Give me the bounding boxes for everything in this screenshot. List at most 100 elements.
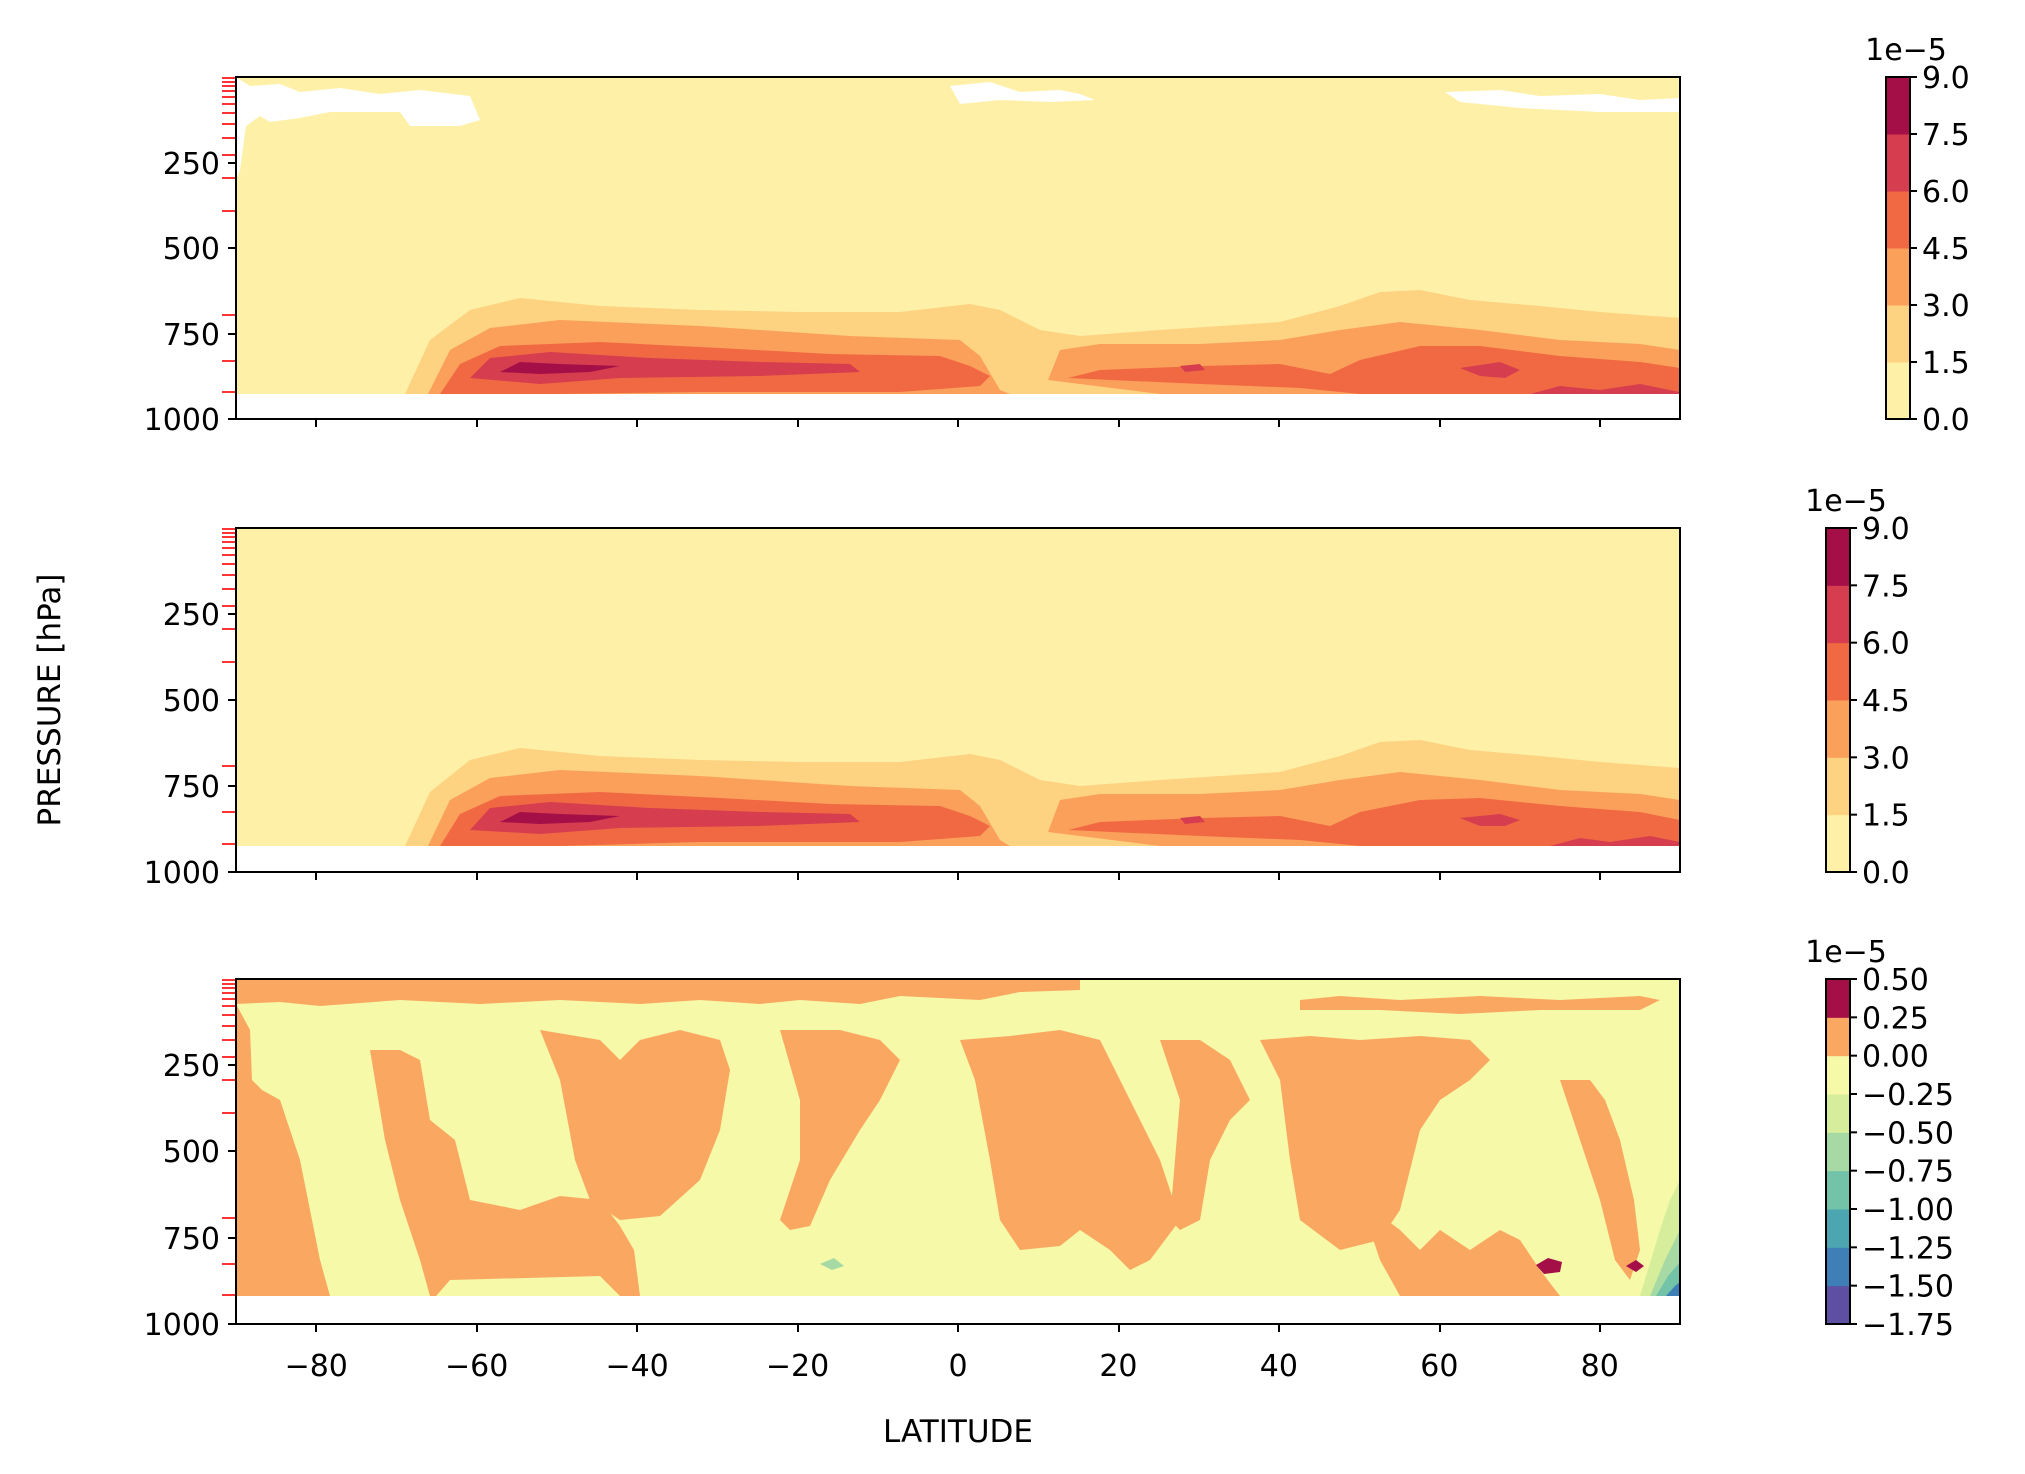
- x-axis-label: LATITUDE: [883, 1414, 1033, 1450]
- colorbar-swatch: [1886, 305, 1910, 363]
- panel-2-ytick-labels: 250 500 750 1000: [144, 598, 220, 891]
- colorbar-tick-label: 0.50: [1862, 963, 1929, 998]
- panel-2: 250 500 750 1000: [144, 527, 1681, 891]
- panel-1-level-4b: [1460, 362, 1520, 378]
- colorbar-tick-label: −0.50: [1862, 1116, 1954, 1151]
- panel-3-xtick-labels: −80 −60 −40 −20 0 20 40 60 80: [285, 1349, 1619, 1384]
- colorbar-swatch: [1826, 1285, 1850, 1325]
- panel-1-top-white-gap-3: [1445, 90, 1680, 112]
- panel-3-positive-band: [236, 979, 1080, 1006]
- colorbar-swatch: [1826, 1094, 1850, 1133]
- panel-3-positive-band: [960, 1030, 1180, 1270]
- panel-2-ytick-label: 1000: [144, 856, 220, 891]
- colorbar-swatch: [1886, 191, 1910, 249]
- panel-3-ytick-label: 500: [163, 1135, 220, 1170]
- colorbar-tick-label: 0.00: [1862, 1040, 1929, 1075]
- panel-2-level-ticks: [222, 528, 236, 845]
- x-tick-label: 60: [1420, 1349, 1458, 1384]
- colorbar-multiplier: 1e−5: [1865, 33, 1947, 68]
- panel-2-ytick-label: 750: [163, 770, 220, 805]
- colorbar-swatch: [1826, 1209, 1850, 1248]
- panel-3-negative-corner: [1666, 1282, 1680, 1296]
- x-tick-label: 80: [1581, 1349, 1619, 1384]
- panel-3: 250 500 750 1000 −80 −60 −40 −20 0 20 40 60 80: [144, 978, 1681, 1384]
- colorbar-tick-label: 7.5: [1862, 569, 1910, 604]
- panel-1-yticks: [228, 162, 236, 420]
- colorbar-swatch: [1826, 757, 1850, 816]
- panel-1-ytick-label: 500: [163, 232, 220, 267]
- panel-2-ytick-label: 500: [163, 684, 220, 719]
- panel-3-positive-band: [370, 1050, 640, 1296]
- panel-1-contours: [236, 77, 1680, 419]
- colorbar-tick-label: 6.0: [1922, 175, 1970, 210]
- panel-3-ytick-label: 250: [163, 1049, 220, 1084]
- panel-1: 250 500 750 1000: [144, 76, 1681, 438]
- panel-1-xticks: [315, 419, 1601, 427]
- x-tick-label: −40: [605, 1349, 668, 1384]
- panel-1-ytick-labels: 250 500 750 1000: [144, 147, 220, 438]
- colorbar-tick-label: −1.25: [1862, 1231, 1954, 1266]
- colorbar-tick-label: 9.0: [1922, 61, 1970, 96]
- colorbar-tick-label: −0.75: [1862, 1155, 1954, 1190]
- panel-3-positive-band: [1560, 1080, 1640, 1280]
- colorbar-swatch: [1826, 1055, 1850, 1095]
- x-tick-label: −80: [285, 1349, 348, 1384]
- panel-3-level-8: [1626, 1260, 1644, 1272]
- colorbar-tick-label: −1.50: [1862, 1270, 1954, 1305]
- colorbar-swatch: [1886, 362, 1910, 420]
- panel-1-top-white-gap-2: [950, 82, 1095, 104]
- colorbar-multiplier: 1e−5: [1805, 935, 1887, 970]
- colorbar-swatch: [1826, 1247, 1850, 1287]
- colorbar-swatch: [1826, 814, 1850, 873]
- panel-1-bottom-white: [236, 394, 1680, 419]
- colorbar-swatch: [1826, 585, 1850, 644]
- x-tick-label: −60: [445, 1349, 508, 1384]
- panel-3-negative-spot: [820, 1258, 844, 1270]
- colorbar-tick-label: 7.5: [1922, 118, 1970, 153]
- panel-3-positive-band: [1160, 1040, 1250, 1230]
- panel-1-ytick-label: 750: [163, 318, 220, 353]
- panel-1-ytick-label: 1000: [144, 403, 220, 438]
- colorbar-swatch: [1826, 1170, 1850, 1210]
- colorbar-tick-label: 3.0: [1922, 289, 1970, 324]
- colorbar-swatch: [1826, 528, 1850, 586]
- panel-3-ytick-label: 750: [163, 1222, 220, 1257]
- panel-2-contours: [236, 528, 1680, 872]
- colorbar-tick-label: 3.0: [1862, 741, 1910, 776]
- panel-3-ytick-labels: 250 500 750 1000: [144, 1049, 220, 1343]
- panel-1-level-5: [500, 362, 620, 374]
- colorbar-swatch: [1826, 979, 1850, 1018]
- panel-2-yticks: [228, 613, 236, 873]
- panel-3-ytick-label: 1000: [144, 1308, 220, 1343]
- colorbar-tick-label: 1.5: [1922, 346, 1970, 381]
- colorbar-swatch: [1826, 1132, 1850, 1172]
- panel-3-level-ticks: [222, 979, 236, 1296]
- panel-3-contours: [236, 979, 1680, 1324]
- panel-3-positive-band: [1260, 1036, 1490, 1250]
- panel-2-bottom-white: [236, 846, 1680, 872]
- panel-2-level-3b: [1068, 798, 1680, 846]
- panel-2-xticks: [315, 872, 1601, 880]
- colorbar-tick-label: 0.0: [1922, 403, 1970, 438]
- x-tick-label: −20: [766, 1349, 829, 1384]
- x-tick-label: 40: [1260, 1349, 1298, 1384]
- panel-1-level-3b: [1068, 346, 1680, 394]
- panel-3-level-8: [1536, 1258, 1562, 1274]
- colorbar-tick-label: −1.75: [1862, 1308, 1954, 1343]
- x-tick-label: 20: [1099, 1349, 1137, 1384]
- colorbar-swatch: [1886, 248, 1910, 306]
- panel-1-level-ticks: [222, 77, 236, 393]
- colorbar-tick-label: 0.25: [1862, 1001, 1929, 1036]
- colorbar-swatch: [1826, 700, 1850, 758]
- colorbar-2: 0.0 1.5 3.0 4.5 6.0 7.5 9.01e−5: [1805, 484, 1910, 891]
- panel-3-positive-band: [540, 1030, 730, 1220]
- colorbar-1: 0.0 1.5 3.0 4.5 6.0 7.5 9.01e−5: [1865, 33, 1970, 438]
- panel-1-ytick-label: 250: [163, 147, 220, 182]
- colorbar-swatch: [1886, 134, 1910, 192]
- panel-1-level-4: [470, 352, 860, 384]
- panel-3-positive-band: [236, 1004, 330, 1296]
- colorbar-tick-label: 9.0: [1862, 512, 1910, 547]
- panel-3-bottom-white: [236, 1296, 1680, 1324]
- colorbar-multiplier: 1e−5: [1805, 484, 1887, 519]
